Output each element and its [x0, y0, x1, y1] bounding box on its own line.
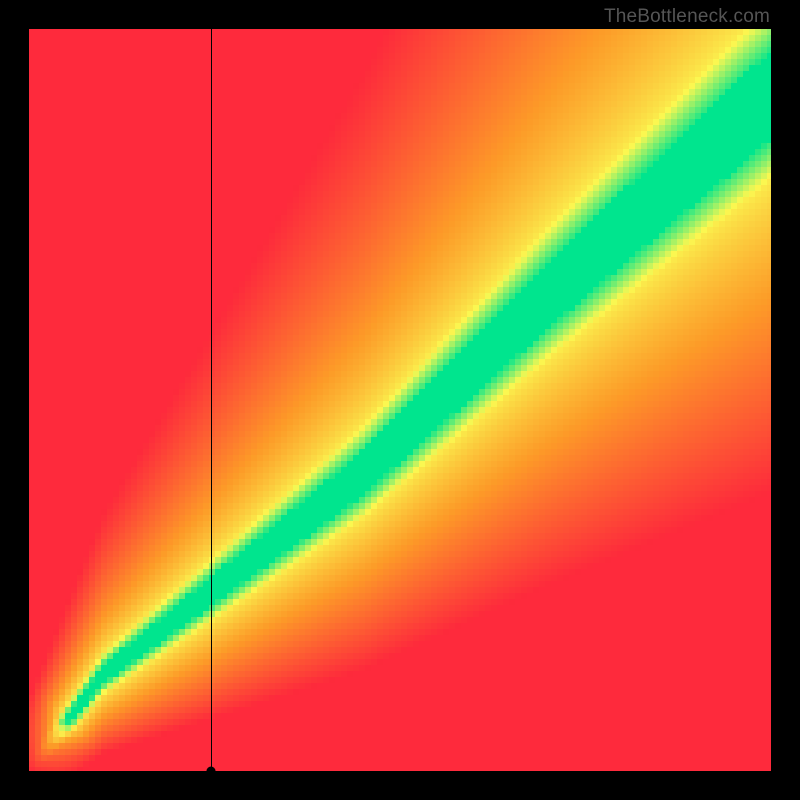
watermark-text: TheBottleneck.com	[604, 6, 770, 28]
chart-container: TheBottleneck.com	[0, 0, 800, 800]
crosshair-horizontal	[29, 771, 771, 772]
marker-dot	[206, 767, 215, 776]
crosshair-vertical	[211, 29, 212, 771]
heatmap-plot	[29, 29, 771, 771]
heatmap-canvas	[29, 29, 771, 771]
